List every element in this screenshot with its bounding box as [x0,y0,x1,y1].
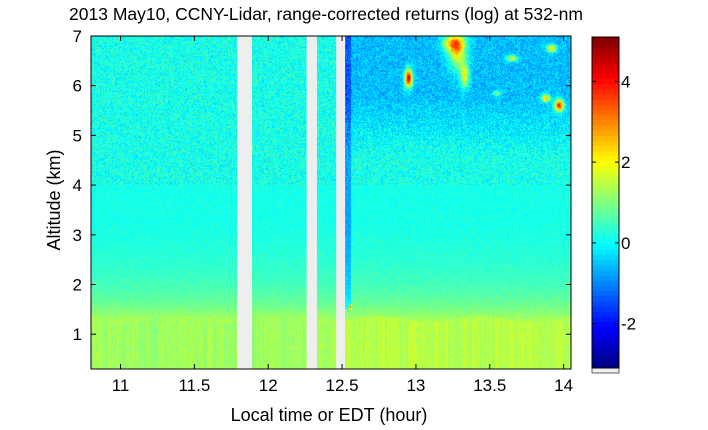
colorbar-step [592,68,619,74]
colorbar-step [592,130,619,136]
colorbar-step [592,114,619,121]
colorbar-step [592,166,619,173]
colorbar-step [592,119,619,126]
y-axis-label: Altitude (km) [44,149,64,250]
colorbar-step [592,73,619,79]
y-tick-label: 6 [73,77,82,96]
colorbar-step [592,347,619,354]
colorbar-step [592,52,619,59]
colorbar-step [592,186,619,193]
colorbar-tick-label: 4 [621,72,630,91]
x-tick-label: 12.5 [326,376,359,395]
colorbar-step [592,285,619,292]
colorbar-step [592,202,619,209]
colorbar-step [592,311,619,317]
colorbar-step [592,207,619,214]
colorbar-step [592,88,619,95]
colorbar-step [592,37,619,43]
colorbar-step [592,331,619,338]
colorbar-step [592,305,619,312]
colorbar-step [592,300,619,307]
colorbar-step [592,171,619,178]
colorbar-step [592,176,619,183]
data-gap-1 [237,36,252,369]
chart-title: 2013 May10, CCNY-Lidar, range-corrected … [69,4,583,24]
colorbar-step [592,42,619,48]
colorbar-step [592,197,619,204]
colorbar-step [592,259,619,266]
colorbar-step [592,223,619,229]
colorbar-gap-swatch [591,367,620,374]
colorbar-step [592,228,619,235]
x-tick-label: 14 [554,376,573,395]
colorbar-step [592,150,619,157]
colorbar-step [592,352,619,359]
y-tick-label: 4 [73,176,82,195]
colorbar-step [592,290,619,297]
colorbar-step [592,357,619,364]
colorbar-step [592,233,619,240]
colorbar-step [592,249,619,255]
colorbar-step [592,47,619,54]
colorbar-step [592,212,619,219]
colorbar-step [592,145,619,152]
colorbar-step [592,57,619,64]
colorbar-step [592,238,619,245]
y-tick-label: 7 [73,27,82,46]
colorbar-step [592,161,619,167]
colorbar-step [592,140,619,147]
colorbar-step [592,109,619,116]
x-tick-label: 11 [112,376,130,395]
x-tick-label: 12 [259,376,278,395]
colorbar-step [592,362,619,369]
colorbar-step [592,243,619,250]
colorbar-step [592,274,619,281]
y-tick-label: 5 [73,126,82,145]
x-axis-label: Local time or EDT (hour) [231,405,428,425]
colorbar-step [592,78,619,85]
colorbar-step [592,316,619,323]
colorbar-step [592,155,619,162]
colorbar-step [592,264,619,271]
x-tick-label: 13 [406,376,425,395]
colorbar-tick-label: 0 [621,234,630,253]
colorbar-tick-label: 2 [621,153,630,172]
colorbar-step [592,295,619,302]
colorbar-step [592,218,619,224]
y-tick-label: 3 [73,226,82,245]
colorbar-step [592,62,619,69]
colorbar-frame [591,36,620,369]
data-gap-3 [336,36,346,369]
colorbar-step [592,254,619,260]
colorbar-tick-label: -2 [621,315,636,334]
colorbar-step [592,192,619,198]
colorbar-step [592,181,619,188]
colorbar-step [592,280,619,286]
colorbar-step [592,326,619,333]
colorbar-step [592,99,619,105]
colorbar-step [592,93,619,100]
colorbar: -2 0 2 4 [591,36,636,374]
colorbar-step [592,104,619,111]
colorbar-step [592,336,619,343]
colorbar-step [592,342,619,348]
x-tick-label: 13.5 [473,376,506,395]
y-tick-label: 2 [73,276,82,295]
colorbar-step [592,83,619,90]
data-gap-2 [306,36,317,369]
y-tick-label: 1 [73,325,82,344]
colorbar-step [592,135,619,142]
colorbar-step [592,124,619,131]
heatmap-image [91,36,571,369]
x-tick-label: 11.5 [178,376,210,395]
colorbar-step [592,321,619,328]
plot-frame [90,35,572,370]
colorbar-step [592,269,619,276]
